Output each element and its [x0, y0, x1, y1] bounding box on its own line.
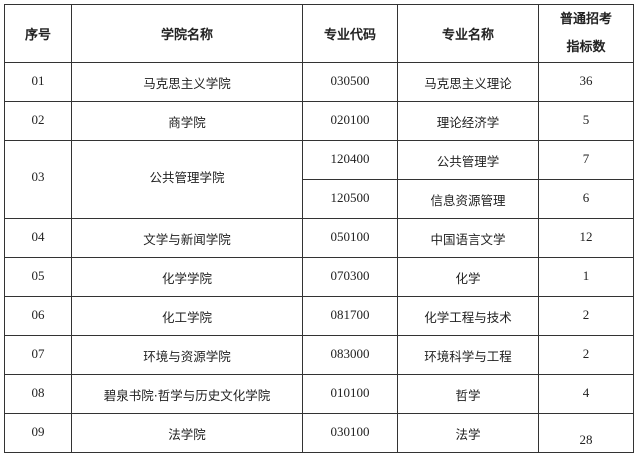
table-row: 03 公共管理学院 120400 公共管理学 7 — [4, 140, 634, 219]
cell-code: 020100 — [302, 101, 398, 141]
cell-no: 07 — [4, 335, 72, 375]
cell-college: 化学学院 — [71, 257, 303, 297]
table-row: 09 法学院 030100 法学 28 — [4, 413, 634, 453]
header-quota-line2: 指标数 — [566, 39, 606, 55]
cell-major: 理论经济学 — [397, 101, 539, 141]
cell-quota: 4 — [538, 374, 634, 414]
cell-code: 010100 — [302, 374, 398, 414]
cell-quota: 5 — [538, 101, 634, 141]
cell-no: 05 — [4, 257, 72, 297]
table-row: 06 化工学院 081700 化学工程与技术 2 — [4, 296, 634, 336]
header-quota: 普通招考 指标数 — [538, 4, 634, 63]
header-major: 专业名称 — [397, 4, 539, 63]
cell-quota: 2 — [538, 335, 634, 375]
table-row: 04 文学与新闻学院 050100 中国语言文学 12 — [4, 218, 634, 258]
cell-code: 120500 — [302, 179, 398, 219]
cell-code: 070300 — [302, 257, 398, 297]
table-row: 120500 信息资源管理 6 — [5, 179, 634, 219]
header-quota-line1: 普通招考 — [559, 11, 612, 27]
cell-quota: 28 — [538, 413, 634, 453]
cell-college: 商学院 — [71, 101, 303, 141]
header-no: 序号 — [4, 4, 72, 63]
table-row: 08 碧泉书院·哲学与历史文化学院 010100 哲学 4 — [4, 374, 634, 414]
cell-major: 公共管理学 — [397, 140, 539, 180]
table-row: 05 化学学院 070300 化学 1 — [4, 257, 634, 297]
cell-code: 120400 — [302, 140, 398, 180]
cell-code: 030100 — [302, 413, 398, 453]
cell-major: 信息资源管理 — [397, 179, 539, 219]
cell-no: 09 — [4, 413, 72, 453]
cell-no: 01 — [4, 62, 72, 102]
cell-no: 03 — [4, 140, 72, 219]
header-code: 专业代码 — [302, 4, 398, 63]
cell-no: 04 — [4, 218, 72, 258]
table-row: 07 环境与资源学院 083000 环境科学与工程 2 — [4, 335, 634, 375]
cell-college: 法学院 — [71, 413, 303, 453]
cell-code: 083000 — [302, 335, 398, 375]
cell-quota: 1 — [538, 257, 634, 297]
cell-code: 050100 — [302, 218, 398, 258]
cell-quota: 12 — [538, 218, 634, 258]
table-row: 01 马克思主义学院 030500 马克思主义理论 36 — [4, 62, 634, 102]
cell-major: 马克思主义理论 — [397, 62, 539, 102]
cell-major: 中国语言文学 — [397, 218, 539, 258]
cell-quota: 36 — [538, 62, 634, 102]
cell-college: 碧泉书院·哲学与历史文化学院 — [71, 374, 303, 414]
cell-major: 化学工程与技术 — [397, 296, 539, 336]
cell-college: 马克思主义学院 — [71, 62, 303, 102]
cell-college: 化工学院 — [71, 296, 303, 336]
cell-no: 02 — [4, 101, 72, 141]
cell-quota: 7 — [538, 140, 634, 180]
cell-code: 081700 — [302, 296, 398, 336]
cell-college: 文学与新闻学院 — [71, 218, 303, 258]
cell-no: 08 — [4, 374, 72, 414]
cell-college: 环境与资源学院 — [71, 335, 303, 375]
cell-major: 化学 — [397, 257, 539, 297]
cell-major: 哲学 — [397, 374, 539, 414]
cell-quota: 6 — [538, 179, 634, 219]
cell-college: 公共管理学院 — [71, 140, 303, 219]
cell-quota: 2 — [538, 296, 634, 336]
cell-no: 06 — [4, 296, 72, 336]
enrollment-table: 序号 学院名称 专业代码 专业名称 普通招考 指标数 01 马克思主义学院 030… — [4, 4, 634, 453]
header-college: 学院名称 — [71, 4, 303, 63]
header-row: 序号 学院名称 专业代码 专业名称 普通招考指标数 — [4, 4, 634, 63]
cell-major: 法学 — [397, 413, 539, 453]
cell-code: 030500 — [302, 62, 398, 102]
cell-major: 环境科学与工程 — [397, 335, 539, 375]
table-row: 02 商学院 020100 理论经济学 5 — [4, 101, 634, 141]
